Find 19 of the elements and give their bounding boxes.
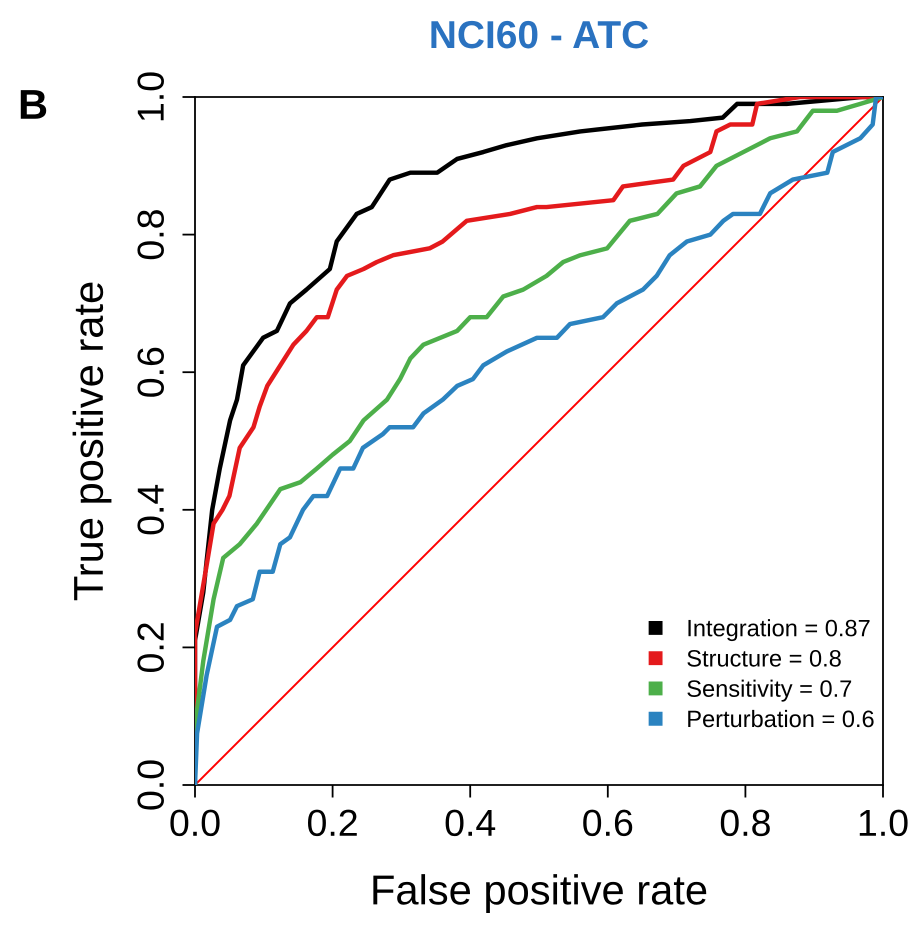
text: B: [20, 90, 46, 119]
x-tick-label: 0.4: [446, 810, 496, 836]
x-tick-label: 0.0: [170, 810, 220, 836]
y-tick-label: 0.2: [137, 623, 164, 672]
y-axis-title: True positive rate: [72, 282, 112, 600]
chart-title: NCI60 - ATC: [431, 20, 648, 48]
legend-label: Sensitivity = 0.7: [687, 680, 852, 702]
y-tick-label: 1.0: [137, 72, 164, 120]
legend-label: Perturbation = 0.6: [688, 710, 874, 728]
y-tick-label: 0.8: [137, 210, 164, 260]
x-axis-title: False positive rate: [373, 874, 706, 913]
y-tick-label: 0.6: [137, 348, 164, 397]
x-tick-label: 0.2: [308, 810, 357, 836]
x-tick-label: 0.8: [720, 810, 770, 836]
x-tick-label: 1.0: [860, 810, 908, 836]
x-tick-label: 0.6: [583, 810, 632, 836]
legend-label: Structure = 0.8: [687, 650, 841, 667]
y-tick-label: 0.4: [137, 484, 164, 534]
legend-label: Integration = 0.87: [688, 619, 870, 642]
